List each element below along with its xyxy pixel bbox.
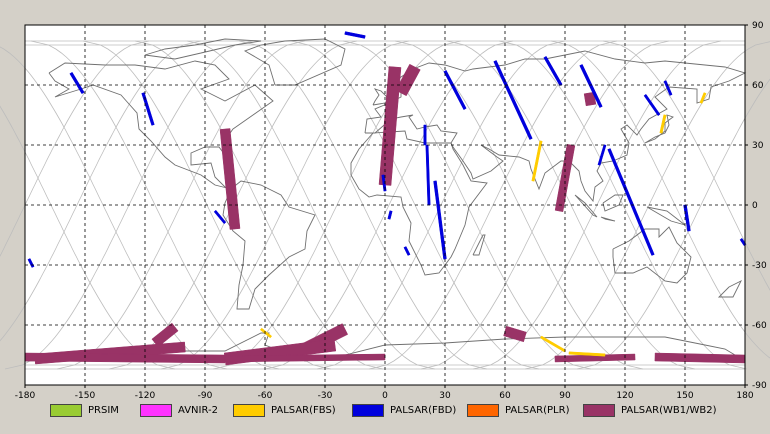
swath-fbd: [141, 92, 155, 126]
x-tick-label: 180: [736, 391, 753, 401]
legend-swatch: [583, 403, 615, 417]
coastline: [644, 114, 674, 144]
x-tick-label: 30: [439, 391, 451, 401]
x-tick-label: -120: [135, 391, 156, 401]
swath-fbs: [659, 114, 667, 134]
swath-fbd: [387, 210, 393, 220]
swath-fbd: [607, 148, 655, 256]
orbit-track: [264, 40, 514, 370]
swath-fbd: [663, 80, 673, 96]
legend-swatch: [50, 403, 82, 417]
legend-item: PALSAR(FBS): [233, 402, 336, 418]
legend-item: AVNIR-2: [140, 402, 218, 418]
coastline: [574, 194, 598, 218]
swath-wb: [24, 352, 226, 364]
swath-fbd: [493, 60, 533, 140]
coastline: [372, 88, 390, 106]
orbit-track: [420, 40, 670, 370]
x-tick-label: 60: [499, 391, 511, 401]
x-tick-label: 0: [382, 391, 388, 401]
legend-item: PALSAR(PLR): [467, 402, 569, 418]
x-tick-label: -150: [75, 391, 96, 401]
coastline: [144, 38, 262, 60]
swath-fbs: [699, 92, 707, 104]
swath-fbs: [540, 335, 566, 353]
coastline: [602, 194, 624, 212]
legend-item: PALSAR(WB1/WB2): [583, 402, 717, 418]
y-tick-label: 90: [752, 21, 764, 31]
orbit-track: [576, 78, 770, 370]
legend-swatch: [140, 403, 172, 417]
swath-fbd: [597, 144, 607, 166]
legend-item: PALSAR(FBD): [352, 402, 456, 418]
map-frame: [24, 24, 746, 386]
coastline: [612, 226, 692, 284]
legend-item: PRSIM: [50, 402, 119, 418]
swath-fbd: [213, 209, 227, 225]
swath-wb: [378, 66, 402, 186]
swath-fbs: [568, 351, 606, 357]
coastline: [717, 279, 743, 298]
x-tick-label: -30: [318, 391, 333, 401]
swath-fbd: [643, 93, 661, 117]
orbit-track: [0, 40, 202, 342]
y-tick-label: 60: [752, 81, 764, 91]
legend-label: PALSAR(FBS): [271, 404, 336, 416]
y-tick-label: 30: [752, 141, 764, 151]
coastline: [472, 234, 486, 256]
swath-fbd: [403, 246, 411, 256]
y-tick-label: 0: [752, 201, 758, 211]
swath-wb: [554, 353, 636, 363]
legend-label: PALSAR(PLR): [505, 404, 570, 416]
swath-wb: [503, 325, 527, 343]
swath-fbd: [579, 64, 603, 108]
coastline: [48, 60, 274, 190]
legend-label: AVNIR-2: [178, 404, 218, 416]
coastline: [243, 38, 346, 86]
y-tick-label: -30: [752, 261, 767, 271]
legend-label: PRSIM: [88, 404, 119, 416]
y-tick-label: -90: [752, 381, 767, 391]
legend-swatch: [467, 403, 499, 417]
swath-wb: [395, 63, 421, 97]
legend-swatch: [233, 403, 265, 417]
legend-label: PALSAR(FBD): [390, 404, 457, 416]
legend-swatch: [352, 403, 384, 417]
swath-wb: [654, 352, 746, 364]
x-tick-label: -180: [15, 391, 36, 401]
swath-fbd: [344, 31, 366, 39]
coastline: [222, 180, 316, 310]
x-tick-label: 90: [559, 391, 571, 401]
swath-wb: [219, 128, 241, 230]
swath-wb: [583, 91, 597, 107]
swath-fbd: [433, 180, 447, 260]
coastline: [350, 130, 488, 276]
x-tick-label: -90: [198, 391, 213, 401]
x-tick-label: 120: [616, 391, 633, 401]
x-tick-label: 150: [676, 391, 693, 401]
swath-fbs: [531, 140, 543, 182]
grid: [25, 25, 745, 385]
legend: PRSIM AVNIR-2 PALSAR(FBS) PALSAR(FBD) PALSAR…: [0, 400, 770, 422]
x-tick-label: -60: [258, 391, 273, 401]
orbit-track: [30, 40, 280, 370]
coastline: [600, 216, 616, 222]
swath-fbd: [443, 69, 467, 111]
orbit-track: [498, 40, 748, 370]
coastline: [364, 50, 747, 203]
swath-fbd: [69, 71, 85, 95]
legend-label: PALSAR(WB1/WB2): [621, 404, 717, 416]
orbit-track: [186, 40, 436, 370]
y-tick-label: -60: [752, 321, 767, 331]
swath-fbs: [259, 327, 273, 339]
orbit-track: [342, 40, 592, 370]
swath-fbd: [543, 55, 563, 87]
swath-fbd: [423, 124, 427, 146]
